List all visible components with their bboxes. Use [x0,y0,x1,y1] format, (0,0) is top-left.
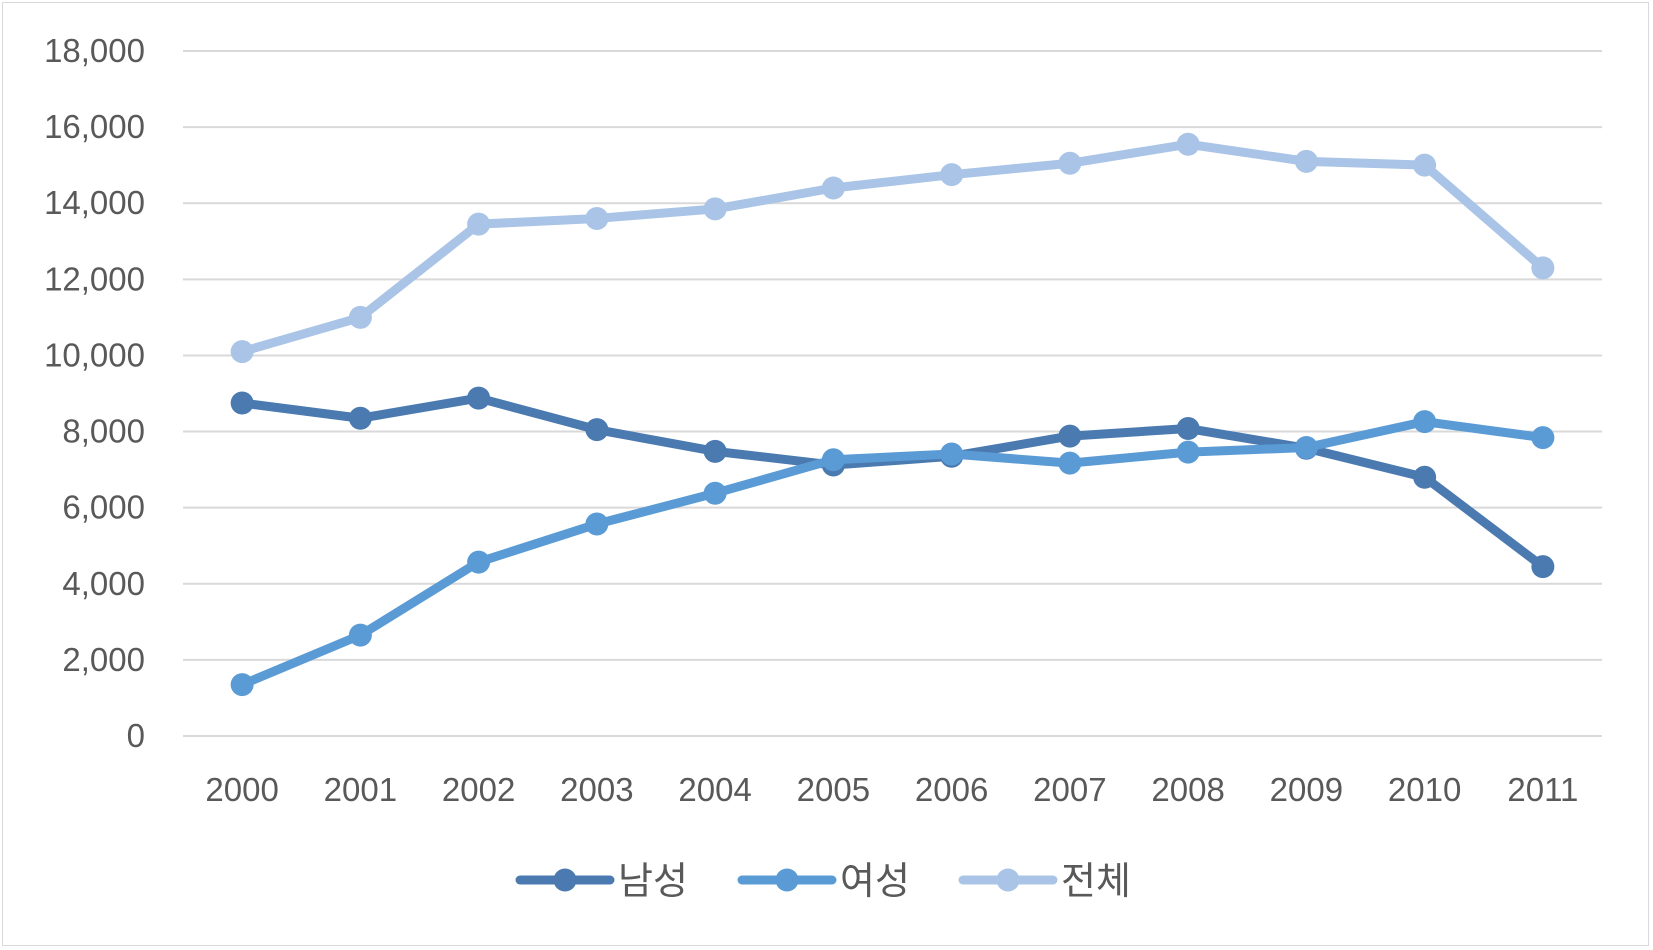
data-point-marker [821,176,845,200]
x-tick-label: 2002 [442,771,515,808]
data-point-marker [1413,153,1437,177]
legend-marker [775,868,799,892]
series-lines [230,132,1555,697]
y-tick-label: 14,000 [44,184,145,221]
y-tick-label: 16,000 [44,108,145,145]
series [230,410,1555,697]
legend-marker [996,868,1020,892]
series [230,132,1555,364]
data-point-marker [1413,410,1437,434]
data-point-marker [1531,256,1555,280]
data-point-marker [703,439,727,463]
data-point-marker [467,212,491,236]
legend-item: 여성 [737,859,910,903]
data-point-marker [940,163,964,187]
data-point-marker [348,623,372,647]
y-tick-label: 18,000 [44,32,145,69]
data-point-marker [1531,555,1555,579]
data-point-marker [585,206,609,230]
x-tick-label: 2001 [324,771,397,808]
data-point-marker [703,197,727,221]
legend: 남성 여성 전체 [515,859,1131,903]
series-line [237,417,1548,690]
y-tick-label: 8,000 [62,413,145,450]
x-tick-label: 2005 [797,771,870,808]
series-line [237,139,1548,357]
data-point-marker [1294,149,1318,173]
x-tick-label: 2010 [1388,771,1461,808]
legend-item: 남성 [515,859,688,903]
data-point-marker [1176,440,1200,464]
data-point-marker [940,442,964,466]
series-line [237,393,1548,572]
x-tick-label: 2004 [678,771,751,808]
x-tick-label: 2007 [1033,771,1106,808]
legend-item: 전체 [958,859,1131,903]
data-point-marker [1294,436,1318,460]
data-point-marker [348,305,372,329]
y-tick-label: 2,000 [62,641,145,678]
data-point-marker [1058,424,1082,448]
y-tick-label: 4,000 [62,565,145,602]
series [230,386,1555,579]
y-tick-label: 0 [127,717,145,754]
y-tick-label: 10,000 [44,336,145,373]
data-point-marker [1531,426,1555,450]
data-point-marker [467,550,491,574]
x-tick-label: 2011 [1507,771,1578,808]
data-point-marker [1058,151,1082,175]
x-tick-label: 2009 [1270,771,1343,808]
legend-label: 전체 [1061,859,1131,903]
data-point-marker [230,673,254,697]
legend-label: 여성 [840,859,910,903]
data-point-marker [348,406,372,430]
x-tick-label: 2006 [915,771,988,808]
data-point-marker [230,391,254,415]
data-point-marker [585,512,609,536]
x-tick-label: 2008 [1151,771,1224,808]
x-tick-label: 2003 [560,771,633,808]
y-axis-tick-labels: 0 2,000 4,000 6,000 8,000 10,000 12,000 14,000 1… [44,32,145,754]
x-axis-tick-labels: 2000 2001 2002 2003 2004 2005 2006 2007 2008 2009… [205,771,1578,808]
y-tick-label: 12,000 [44,260,145,297]
data-point-marker [703,481,727,505]
data-point-marker [1413,465,1437,489]
legend-marker [553,868,577,892]
data-point-marker [230,340,254,364]
x-tick-label: 2000 [205,771,278,808]
data-point-marker [1176,417,1200,441]
data-point-marker [585,418,609,442]
data-point-marker [1176,132,1200,156]
data-point-marker [821,448,845,472]
legend-label: 남성 [618,859,688,903]
data-point-marker [1058,451,1082,475]
data-point-marker [467,386,491,410]
y-tick-label: 6,000 [62,489,145,526]
gridlines [183,50,1602,737]
